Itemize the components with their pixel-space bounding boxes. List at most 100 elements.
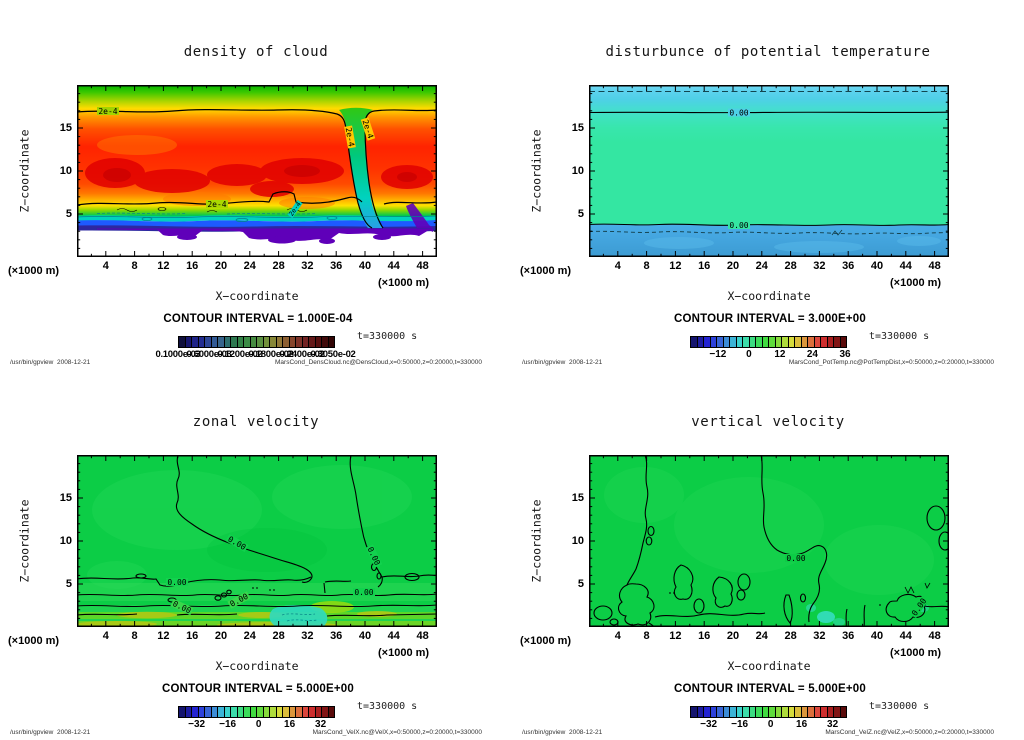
- x-axis-unit: (×1000 m): [378, 647, 430, 659]
- time-label: t=330000 s: [357, 701, 418, 712]
- colorbar: [690, 706, 847, 718]
- panel-potential-temperature: disturbunce of potential temperature Z−c…: [512, 0, 1024, 370]
- colorbar-segment: [185, 337, 192, 347]
- colorbar-tick-label: 0.1200e-02: [217, 349, 263, 360]
- x-tick-label: 12: [669, 630, 682, 642]
- colorbar-segment: [775, 707, 782, 717]
- colorbar-segment: [840, 337, 846, 347]
- plot-area: 2e-4 2e-4 2e-4 2e-4 2e-4: [77, 85, 437, 257]
- x-tick-label: 40: [870, 630, 884, 642]
- colorbar-segment: [782, 707, 789, 717]
- colorbar-labels: −12 0 12 24 36: [690, 349, 850, 361]
- colorbar-segment: [827, 707, 834, 717]
- y-axis-unit: (×1000 m): [520, 265, 572, 277]
- panel-zonal-velocity: zonal velocity Z−coordinate: [0, 370, 512, 740]
- colorbar-segment: [795, 707, 802, 717]
- y-axis-unit: (×1000 m): [8, 635, 60, 647]
- colorbar-segment: [179, 337, 186, 347]
- colorbar-tick-label: 0.1800e-02: [248, 349, 294, 360]
- x-tick-label: 40: [358, 260, 372, 272]
- colorbar-segment: [289, 707, 296, 717]
- chart-title: disturbunce of potential temperature: [605, 44, 931, 60]
- colorbar-tick-label: 0: [746, 349, 752, 360]
- colorbar: [178, 706, 335, 718]
- y-axis-label: Z−coordinate: [524, 85, 550, 257]
- contour-plot-vertical-velocity: 0.00 0.00: [589, 455, 949, 627]
- colorbar-segment: [840, 707, 846, 717]
- footer-dataset: MarsCond_PotTemp.nc@PotTempDist,x=0:5000…: [788, 359, 994, 366]
- x-tick-label: 48: [416, 630, 429, 642]
- x-tick-label: 16: [186, 260, 199, 272]
- colorbar-segment: [263, 707, 270, 717]
- colorbar-segment: [309, 707, 316, 717]
- x-tick-label: 16: [186, 630, 199, 642]
- colorbar-segment: [795, 337, 802, 347]
- shaded-field: [589, 85, 949, 257]
- x-tick-label: 40: [358, 630, 372, 642]
- x-tick-label: 20: [726, 630, 740, 642]
- plot-frame: [589, 455, 949, 627]
- footer-dataset: MarsCond_VelX.nc@VelX,x=0:50000,z=0:2000…: [312, 729, 482, 736]
- x-axis-label: X−coordinate: [215, 659, 299, 673]
- colorbar-segment: [756, 707, 763, 717]
- footer-generator: /usr/bin/gpview 2008-12-21: [10, 359, 91, 366]
- contour-lines: [77, 109, 437, 229]
- colorbar-tick-label: 36: [839, 349, 851, 360]
- y-axis-label-text: Z−coordinate: [18, 499, 32, 583]
- colorbar-tick-label: 0: [767, 719, 774, 730]
- chart-title: vertical velocity: [691, 414, 845, 430]
- x-axis-label: X−coordinate: [727, 659, 811, 673]
- colorbar-segment: [270, 337, 277, 347]
- colorbar-segment: [218, 707, 225, 717]
- colorbar-segment: [736, 707, 743, 717]
- colorbar-segment: [302, 337, 309, 347]
- shaded-field: [77, 455, 437, 627]
- colorbar-tick-label: 0.3050e-02: [310, 349, 356, 360]
- x-tick-label: 24: [243, 630, 256, 642]
- colorbar-segment: [185, 707, 192, 717]
- y-tick-label: 5: [577, 208, 584, 220]
- colorbar-labels: 0.1000e-03 0.6000e-03 0.1200e-02 0.1800e-02…: [155, 349, 355, 361]
- colorbar-segment: [814, 707, 821, 717]
- y-axis-label: Z−coordinate: [524, 455, 550, 627]
- colorbar-segment: [710, 707, 717, 717]
- colorbar-segment: [224, 707, 231, 717]
- y-tick-label: 15: [59, 492, 72, 504]
- plot-frame: [77, 85, 437, 257]
- colorbar-segment: [801, 707, 808, 717]
- contour-label: 2e-4: [344, 125, 356, 149]
- x-tick-label: 28: [784, 260, 797, 272]
- colorbar-segment: [309, 337, 316, 347]
- x-tick-label: 28: [784, 630, 797, 642]
- x-tick-label: 20: [214, 260, 228, 272]
- y-axis-label-text: Z−coordinate: [530, 499, 544, 583]
- x-tick-label: 28: [272, 630, 285, 642]
- x-tick-label: 24: [755, 260, 768, 272]
- panel-density-of-cloud: density of cloud Z−coordinate: [0, 0, 512, 370]
- colorbar-segment: [827, 337, 834, 347]
- contour-interval-text: CONTOUR INTERVAL = 3.000E+00: [673, 313, 866, 325]
- colorbar-segment: [231, 707, 238, 717]
- colorbar-tick-label: 0.2400e-02: [279, 349, 325, 360]
- colorbar-segment: [192, 337, 199, 347]
- contour-lines: [589, 91, 949, 236]
- colorbar-segment: [237, 337, 244, 347]
- colorbar-segment: [749, 707, 756, 717]
- colorbar-segment: [211, 337, 218, 347]
- x-tick-label: 24: [243, 260, 256, 272]
- colorbar-tick-label: −12: [709, 349, 727, 360]
- colorbar: [690, 336, 847, 348]
- contour-label: 0.00: [353, 588, 375, 597]
- x-tick-label: 48: [928, 260, 941, 272]
- colorbar-segment: [205, 337, 212, 347]
- colorbar-tick-label: −32: [188, 719, 206, 730]
- colorbar-segment: [704, 707, 711, 717]
- y-axis-unit: (×1000 m): [520, 635, 572, 647]
- colorbar-segment: [704, 337, 711, 347]
- x-tick-label: 44: [899, 630, 912, 642]
- colorbar-tick-label: −32: [700, 719, 718, 730]
- x-tick-label: 28: [272, 260, 285, 272]
- secondary-contours: [281, 613, 318, 622]
- colorbar-segment: [801, 337, 808, 347]
- colorbar-segment: [192, 707, 199, 717]
